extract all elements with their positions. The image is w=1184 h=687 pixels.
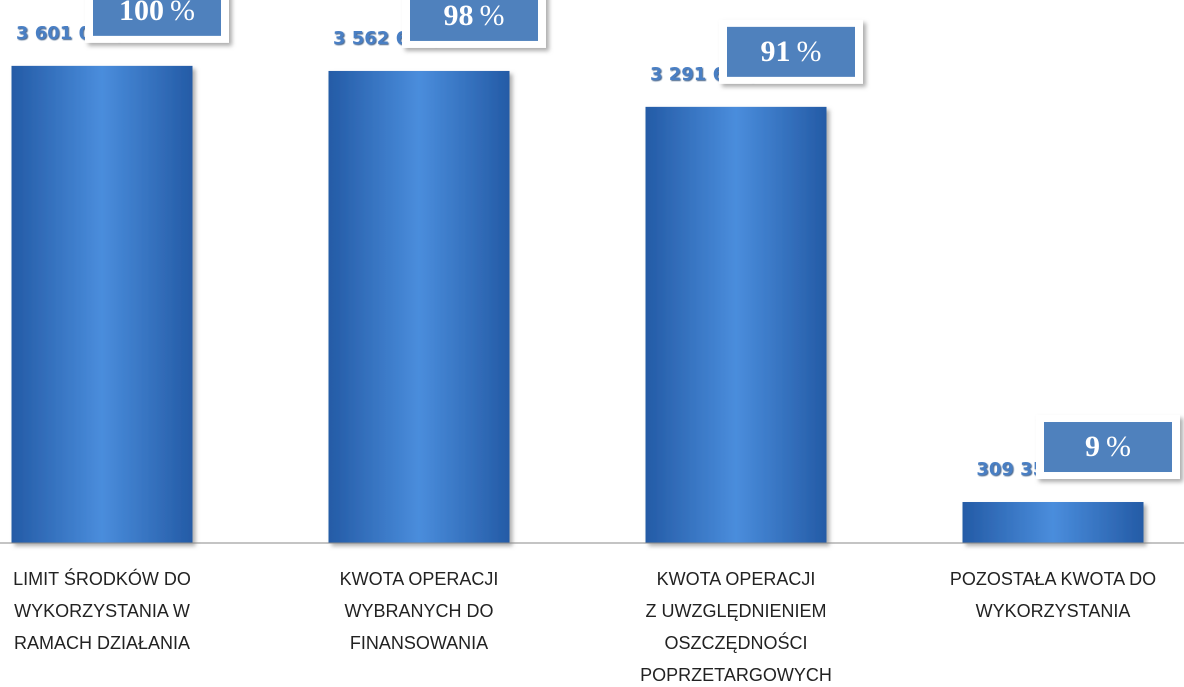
percent-label: 98%: [444, 0, 505, 32]
bar: [962, 502, 1144, 543]
percent-value: 9: [1085, 430, 1100, 463]
x-tick-label: KWOTA OPERACJI: [657, 569, 816, 589]
x-tick-label: POPRZETARGOWYCH: [640, 665, 832, 685]
percent-box-fill: [410, 0, 538, 41]
x-tick-label: OSZCZĘDNOŚCI: [664, 632, 807, 653]
x-tick-label: WYKORZYSTANIA: [976, 601, 1131, 621]
percent-unit: %: [170, 0, 195, 27]
percent-box: 98%: [402, 0, 546, 48]
bar: [645, 106, 827, 544]
percent-unit: %: [480, 0, 505, 32]
percent-box: 9%: [1036, 415, 1180, 480]
x-tick-label: KWOTA OPERACJI: [340, 569, 499, 589]
x-tick-label: Z UWZGLĘDNIENIEM: [645, 601, 826, 621]
x-tick-label: WYBRANYCH DO: [344, 601, 493, 621]
x-tick-label: RAMACH DZIAŁANIA: [14, 633, 190, 653]
percent-box-fill: [93, 0, 221, 36]
percent-box: 100%: [85, 0, 229, 43]
percent-value: 98: [444, 0, 474, 32]
percent-box-fill: [1044, 422, 1172, 473]
percent-box-fill: [727, 26, 855, 77]
percent-label: 100%: [119, 0, 195, 27]
bar: [328, 70, 510, 543]
x-tick-label: WYKORZYSTANIA W: [14, 601, 190, 621]
percent-value: 100: [119, 0, 164, 27]
percent-label: 9%: [1085, 430, 1131, 463]
percent-box: 91%: [719, 19, 863, 84]
percent-unit: %: [797, 35, 822, 68]
x-tick-label: LIMIT ŚRODKÓW DO: [13, 568, 191, 589]
x-tick-label: FINANSOWANIA: [350, 633, 488, 653]
x-tick-label: POZOSTAŁA KWOTA DO: [950, 569, 1156, 589]
percent-value: 91: [761, 35, 791, 68]
percent-label: 91%: [761, 35, 822, 68]
bar: [11, 65, 193, 544]
percent-unit: %: [1106, 430, 1131, 463]
